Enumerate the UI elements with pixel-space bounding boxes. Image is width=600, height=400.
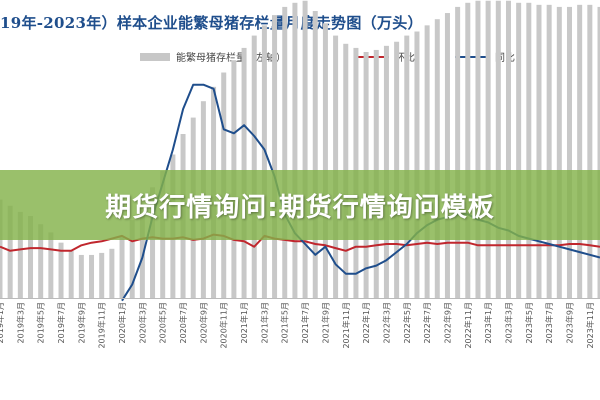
bar-55 <box>556 6 562 299</box>
bar-51 <box>516 2 522 299</box>
bar-28 <box>282 6 288 299</box>
bar-3 <box>28 216 34 298</box>
x-tick-label: 2023年3月 <box>503 302 513 343</box>
bar-30 <box>302 0 308 298</box>
x-tick-label: 2022年1月 <box>361 302 371 343</box>
x-tick-label: 2020年9月 <box>198 302 208 343</box>
bar-31 <box>312 11 318 298</box>
bar-33 <box>333 35 339 298</box>
x-tick-label: 2022年5月 <box>402 302 412 343</box>
bar-40 <box>404 35 410 298</box>
bar-15 <box>150 187 156 298</box>
bar-1 <box>7 205 13 298</box>
x-tick-label: 2019年5月 <box>36 302 46 343</box>
bar-11 <box>109 248 115 298</box>
x-tick-label: 2019年7月 <box>56 302 66 343</box>
x-tick-label: 2023年9月 <box>564 302 574 343</box>
x-tick-label: 2023年1月 <box>483 302 493 343</box>
bar-42 <box>424 25 430 298</box>
bar-57 <box>577 4 583 298</box>
bar-49 <box>495 0 501 298</box>
bar-43 <box>434 19 440 298</box>
x-tick-label: 2021年5月 <box>280 302 290 343</box>
x-tick-label: 2021年1月 <box>239 302 249 343</box>
legend-label-bars: 能繁母猪存栏量（左轴） <box>176 53 286 64</box>
x-tick-label: 2022年9月 <box>442 302 452 343</box>
bar-25 <box>251 35 257 298</box>
bar-59 <box>597 6 600 299</box>
bars-group <box>0 0 600 299</box>
bar-7 <box>68 250 74 298</box>
bar-9 <box>89 254 95 298</box>
bar-27 <box>272 15 278 298</box>
bar-32 <box>322 23 328 299</box>
bar-41 <box>414 31 420 298</box>
bar-29 <box>292 2 298 299</box>
x-tick-label: 2020年11月 <box>219 302 229 349</box>
series-line-1 <box>0 233 600 252</box>
x-tick-label: 2019年11月 <box>97 302 107 349</box>
bar-46 <box>465 2 471 299</box>
bar-50 <box>505 0 511 298</box>
legend-swatch-yoy <box>455 55 489 58</box>
x-tick-label: 2021年7月 <box>300 302 310 343</box>
bar-14 <box>139 203 145 298</box>
banner-text: 期货行情询问:期货行情询问模板 <box>105 192 495 223</box>
bar-47 <box>475 0 481 298</box>
legend-item-yoy: 同比 <box>455 49 515 64</box>
bar-4 <box>38 224 44 298</box>
x-tick-label: 2021年11月 <box>341 302 351 349</box>
bar-12 <box>119 236 125 298</box>
bar-39 <box>394 41 400 298</box>
x-tick-label: 2019年1月 <box>0 302 5 343</box>
x-tick-label: 2020年3月 <box>137 302 147 343</box>
bar-10 <box>99 252 105 298</box>
bar-48 <box>485 0 491 298</box>
legend-item-bars: 能繁母猪存栏量（左轴） <box>140 49 286 64</box>
legend-label-yoy: 同比 <box>495 53 515 64</box>
x-tick-label: 2022年11月 <box>463 302 473 349</box>
x-tick-label: 2022年3月 <box>381 302 391 343</box>
bar-45 <box>455 6 461 299</box>
x-tick-label: 2020年7月 <box>178 302 188 343</box>
bar-2 <box>17 211 23 298</box>
legend-swatch-bars <box>140 52 170 61</box>
legend-swatch-mom <box>355 55 389 58</box>
x-tick-label: 2019年3月 <box>15 302 25 343</box>
bar-8 <box>78 254 84 298</box>
x-tick-label: 2023年7月 <box>544 302 554 343</box>
x-tick-label: 2021年3月 <box>259 302 269 343</box>
x-tick-label: 2021年9月 <box>320 302 330 343</box>
bar-6 <box>58 242 64 298</box>
x-axis-ticks: 2019年1月 2019年3月 2019年5月 2019年7月 2019年9月 2019年… <box>0 298 600 349</box>
bar-52 <box>526 2 532 299</box>
x-tick-label: 2020年5月 <box>158 302 168 343</box>
x-tick-label: 2019年9月 <box>76 302 86 343</box>
bar-5 <box>48 232 54 298</box>
bar-56 <box>566 6 572 299</box>
x-tick-label: 2020年1月 <box>117 302 127 343</box>
bar-13 <box>129 220 135 298</box>
bar-0 <box>0 199 3 298</box>
x-tick-label: 2022年7月 <box>422 302 432 343</box>
bar-44 <box>444 13 450 299</box>
bar-26 <box>261 25 267 298</box>
x-tick-label: 2023年11月 <box>585 302 595 349</box>
bar-58 <box>587 4 593 298</box>
bar-53 <box>536 4 542 298</box>
overlay-banner: 期货行情询问:期货行情询问模板 <box>0 170 600 240</box>
bar-54 <box>546 4 552 298</box>
x-tick-label: 2023年5月 <box>524 302 534 343</box>
